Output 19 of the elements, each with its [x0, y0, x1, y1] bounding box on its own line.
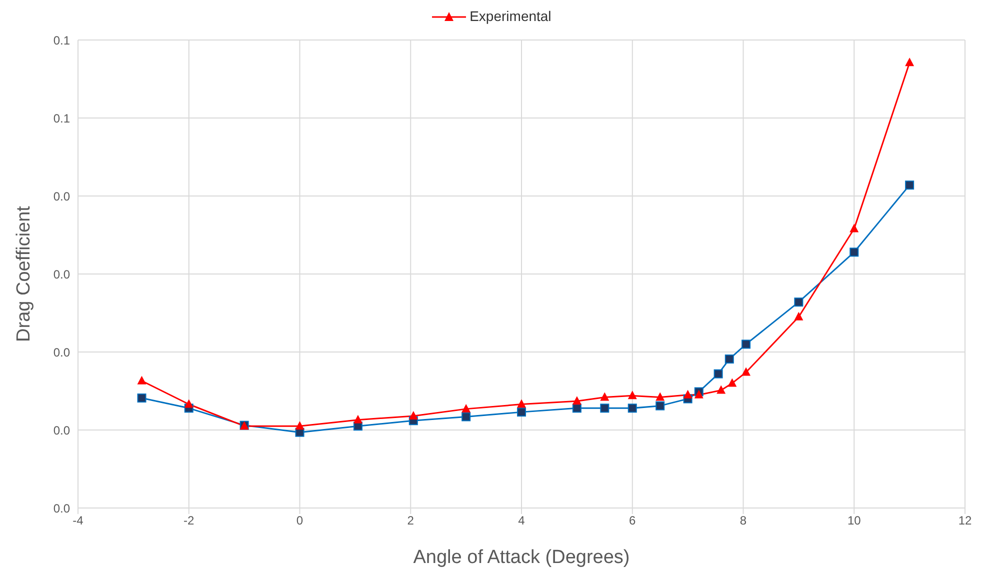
y-tick-label: 0.0: [53, 423, 70, 438]
y-tick-label: 0.0: [53, 345, 70, 360]
y-tick-label: 0.0: [53, 267, 70, 282]
x-tick-label: 6: [629, 514, 636, 528]
x-tick-label: 2: [407, 514, 414, 528]
x-tick-label: 10: [847, 514, 862, 528]
x-tick-label: 12: [958, 514, 972, 528]
x-axis-title: Angle of Attack (Degrees): [413, 547, 630, 568]
y-tick-label: 0.1: [53, 33, 70, 48]
y-tick-label: 0.1: [53, 111, 70, 126]
x-tick-label: 8: [740, 514, 747, 528]
x-tick-label: -4: [72, 514, 84, 528]
x-tick-label: 4: [518, 514, 526, 528]
y-axis-title: Drag Coefficient: [14, 205, 35, 342]
x-tick-label: 0: [296, 514, 304, 528]
legend-label: Experimental: [468, 8, 552, 26]
y-tick-label: 0.0: [53, 501, 70, 516]
x-tick-label: -2: [184, 514, 195, 528]
y-tick-label: 0.0: [53, 189, 70, 204]
